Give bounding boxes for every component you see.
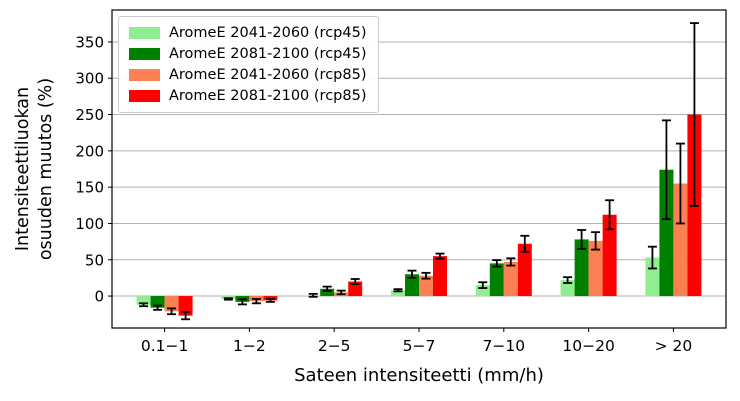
legend-label: AromeE 2081-2100 (rcp85) [169,88,367,104]
x-tick-label: 0.1−1 [141,337,189,355]
bar [503,261,518,297]
error-bar [322,285,332,292]
legend-swatch-rcp85-2041 [129,69,160,81]
error-bar [563,276,573,284]
error-bar [139,302,149,308]
error-bar [421,271,431,280]
error-bar [336,289,346,296]
bar [673,183,688,297]
error-bar [393,288,403,293]
error-bar [689,22,699,207]
y-axis-label: Intensiteettiluokan osuuden muutos (%) [12,8,60,330]
bar [136,296,151,305]
error-bar [661,119,671,220]
x-tick-label: 7−10 [483,337,526,355]
legend-label: AromeE 2041-2060 (rcp45) [169,25,367,41]
bar [150,296,165,308]
x-tick-label: > 20 [655,337,693,355]
bar [602,214,617,297]
error-bar [647,245,657,270]
y-tick-label: 300 [75,70,104,88]
error-bar [308,292,318,298]
bar [391,290,405,297]
legend-swatch-rcp45-2041 [129,27,160,39]
x-axis-label: Sateen intensiteetti (mm/h) [294,365,544,386]
error-bar [478,281,488,289]
legend: AromeE 2041-2060 (rcp45) AromeE 2081-210… [118,16,380,113]
error-bar [506,257,516,267]
x-tick-label: 10−20 [562,337,614,355]
y-tick-label: 150 [75,179,104,197]
legend-swatch-rcp45-2081 [129,48,160,60]
error-bar [407,269,417,279]
bar [178,296,193,316]
y-tick-label: 50 [85,251,104,269]
bar [405,274,419,297]
bar [659,169,674,297]
x-tick-label: 1−2 [233,337,266,355]
legend-item: AromeE 2041-2060 (rcp45) [129,24,366,42]
bar [560,280,575,297]
legend-item: AromeE 2041-2060 (rcp85) [129,66,366,84]
y-tick-label: 200 [75,142,104,160]
error-bar [153,304,163,311]
legend-swatch-rcp85-2081 [129,90,160,102]
error-bar [520,234,530,253]
error-bar [350,278,360,285]
y-axis-label-line2: osuuden muutos (%) [36,77,56,261]
error-bar [605,199,615,231]
y-tick-label: 0 [94,288,104,306]
bar [433,256,447,297]
legend-item: AromeE 2081-2100 (rcp45) [129,45,366,63]
error-bar [265,298,275,303]
x-tick-label: 2−5 [318,337,351,355]
bar [164,296,179,312]
bar [517,243,532,297]
bar [320,288,335,297]
y-tick-label: 100 [75,215,104,233]
legend-label: AromeE 2081-2100 (rcp45) [169,46,367,62]
bar [348,281,363,297]
error-bar [675,142,685,225]
legend-label: AromeE 2041-2060 (rcp85) [169,67,367,83]
y-axis-label-line1: Intensiteettiluokan [13,86,33,252]
bar [574,239,589,297]
legend-item: AromeE 2081-2100 (rcp85) [129,87,366,105]
bar [419,275,433,297]
error-bar [167,307,177,316]
error-bar [237,298,247,306]
y-tick-label: 250 [75,106,104,124]
bar [475,285,490,297]
bar [645,257,660,297]
error-bar [591,231,601,251]
error-bar [435,252,445,260]
error-bar [181,311,191,321]
error-bar [223,297,233,301]
bar [588,240,603,297]
error-bar [577,229,587,250]
error-bar [251,298,261,305]
y-tick-label: 350 [75,33,104,51]
x-tick-label: 5−7 [403,337,436,355]
error-bar [492,259,502,268]
bar [489,263,504,297]
